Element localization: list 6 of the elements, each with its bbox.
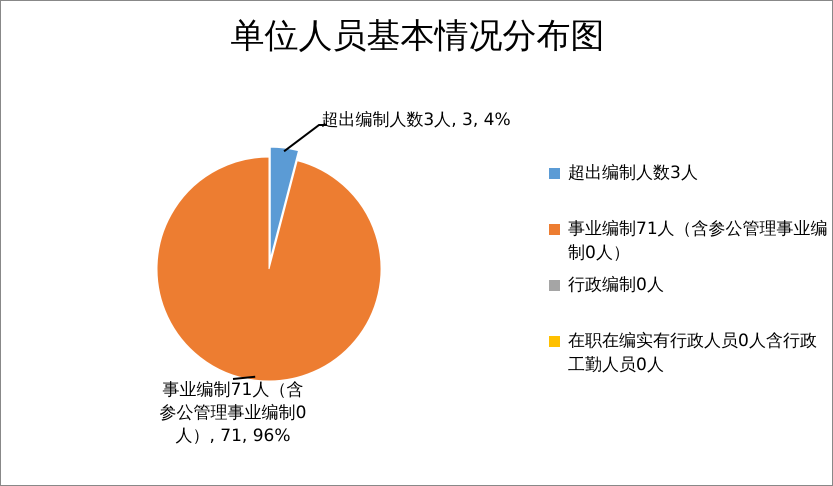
data-label: 事业编制71人（含参公管理事业编制0人）, 71, 96% [158,379,308,448]
legend-label: 在职在编实有行政人员0人含行政工勤人员0人 [568,330,818,377]
chart-title: 单位人员基本情况分布图 [230,15,606,58]
legend-label: 超出编制人数3人 [568,162,698,185]
legend-label: 行政编制0人 [568,274,664,297]
legend-label: 事业编制71人（含参公管理事业编制0人） [568,218,829,265]
